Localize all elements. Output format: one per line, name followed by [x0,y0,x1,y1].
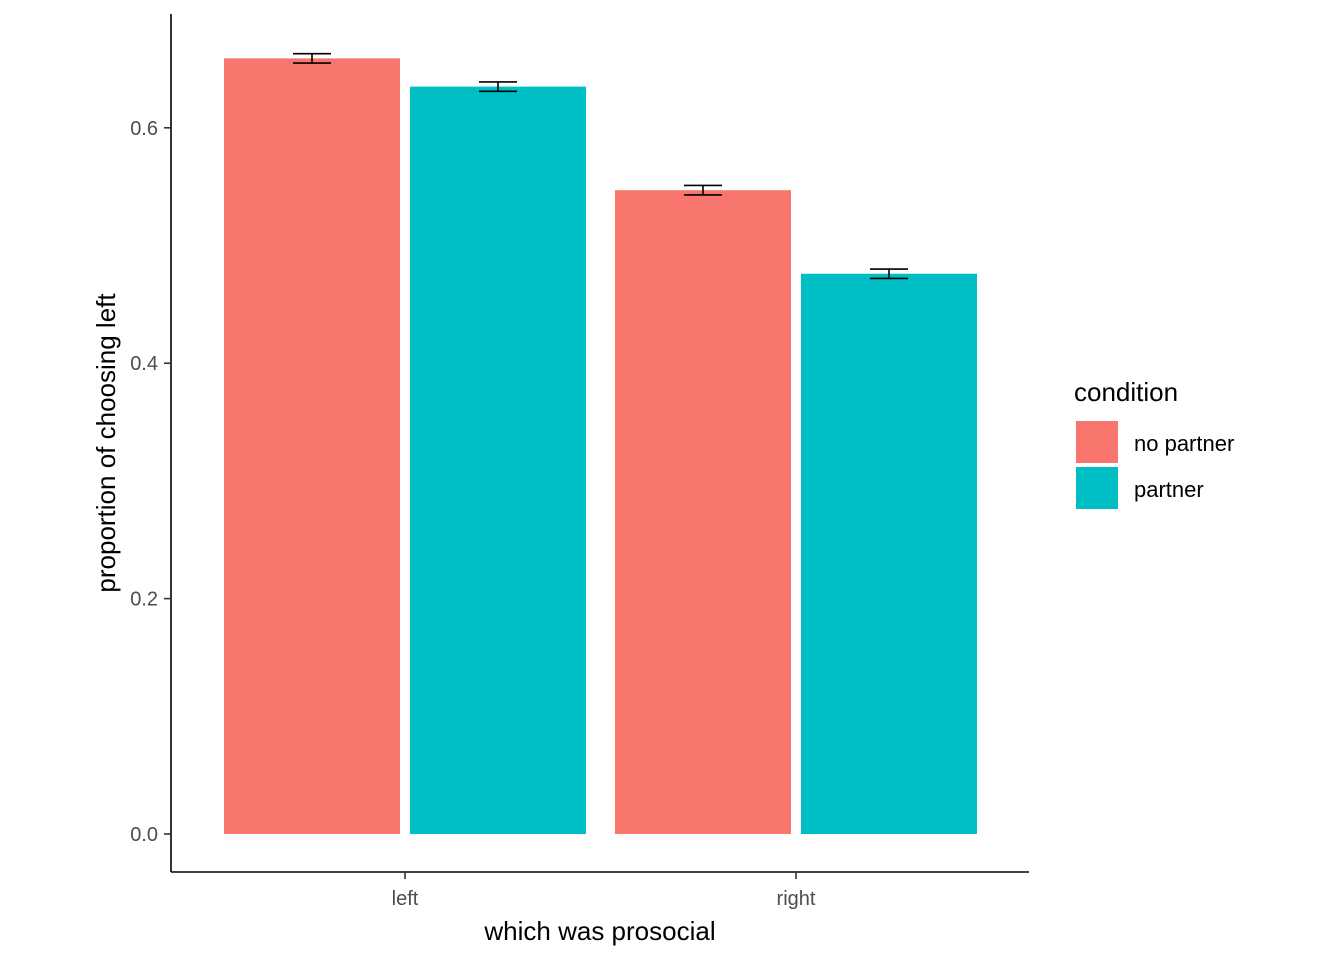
legend-key-partner [1076,467,1118,509]
y-tick-label: 0.0 [130,824,158,846]
x-ticks: left right [392,872,816,910]
errorbar-left-no-partner [293,52,331,64]
legend-key-no-partner [1076,421,1118,463]
legend-label-no-partner: no partner [1134,431,1234,456]
bar-right-no-partner [615,190,791,834]
errorbar-left-partner [479,81,517,93]
bar-left-no-partner [224,58,400,835]
y-ticks: 0.0 0.2 0.4 0.6 [130,118,171,846]
errorbars-layer [293,52,908,280]
legend-title: condition [1074,377,1178,407]
errorbar-right-partner [870,268,908,280]
bars-layer [224,58,977,835]
bar-left-partner [410,86,586,835]
errorbar-right-no-partner [684,184,722,196]
y-tick-label: 0.6 [130,118,158,140]
bar-right-partner [801,273,977,834]
y-tick-label: 0.4 [130,353,158,375]
y-tick-label: 0.2 [130,589,158,611]
x-axis-title: which was prosocial [483,916,715,946]
legend-label-partner: partner [1134,477,1204,502]
x-tick-label-left: left [392,888,419,910]
legend: condition no partner partner [1074,377,1234,509]
x-tick-label-right: right [777,888,816,910]
y-axis-title: proportion of choosing left [91,293,121,593]
